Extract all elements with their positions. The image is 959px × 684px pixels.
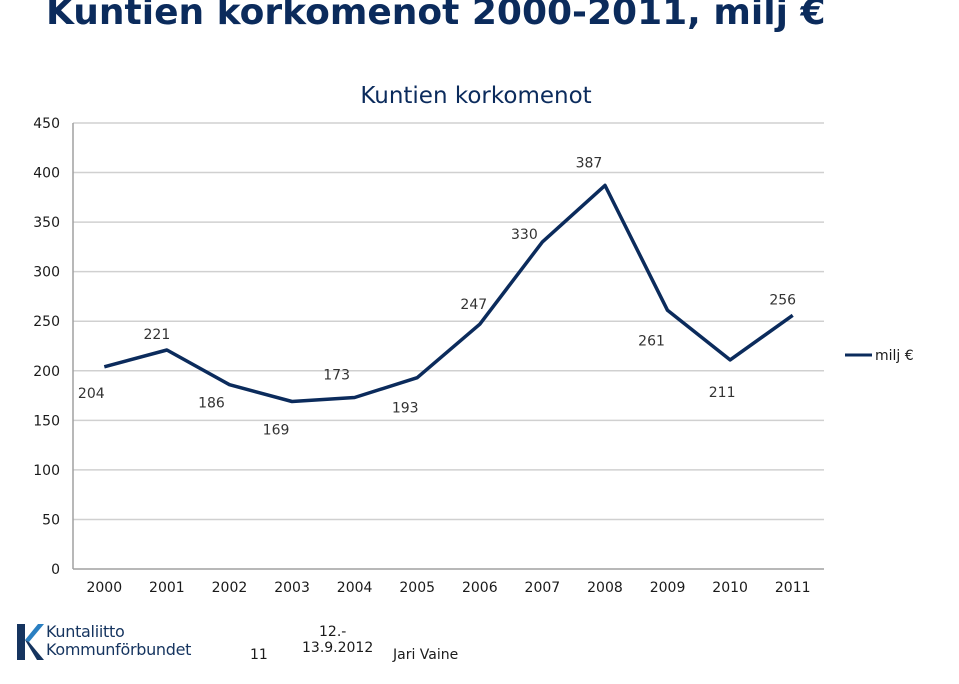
line-chart: Kuntien korkomenot 0 50 100 150 200 250 300 350… bbox=[33, 83, 914, 596]
x-tick-label: 2006 bbox=[462, 580, 498, 596]
footer-date-line1: 12.- bbox=[319, 624, 347, 640]
x-tick-label: 2001 bbox=[149, 580, 185, 596]
x-tick-label: 2003 bbox=[274, 580, 310, 596]
logo-text-kommunforbundet: Kommunförbundet bbox=[46, 640, 192, 659]
series-line bbox=[103, 183, 794, 404]
data-label: 169 bbox=[263, 423, 290, 439]
chart-title: Kuntien korkomenot bbox=[360, 83, 591, 109]
x-tick-label: 2011 bbox=[775, 580, 811, 596]
x-tick-label: 2004 bbox=[337, 580, 373, 596]
page-number: 11 bbox=[250, 647, 268, 663]
data-label: 173 bbox=[323, 368, 350, 384]
y-tick-label: 450 bbox=[33, 116, 60, 132]
logo-text-kuntaliitto: Kuntaliitto bbox=[46, 622, 125, 641]
data-label: 256 bbox=[769, 292, 796, 308]
logo-mark-icon bbox=[17, 624, 44, 660]
y-tick-label: 250 bbox=[33, 314, 60, 330]
x-tick-label: 2000 bbox=[86, 580, 122, 596]
x-tick-label: 2009 bbox=[650, 580, 686, 596]
data-label: 193 bbox=[392, 401, 419, 417]
y-tick-label: 100 bbox=[33, 463, 60, 479]
data-label: 387 bbox=[576, 155, 603, 171]
y-tick-label: 200 bbox=[33, 364, 60, 380]
x-tick-label: 2008 bbox=[587, 580, 623, 596]
y-tick-label: 400 bbox=[33, 166, 60, 182]
slide-title: Kuntien korkomenot 2000-2011, milj € bbox=[46, 0, 826, 33]
data-label: 221 bbox=[144, 327, 171, 343]
y-axis-tick-labels: 0 50 100 150 200 250 300 350 400 450 bbox=[33, 116, 60, 578]
x-tick-label: 2002 bbox=[212, 580, 248, 596]
y-tick-label: 350 bbox=[33, 215, 60, 231]
gridlines bbox=[73, 122, 824, 521]
x-tick-label: 2005 bbox=[399, 580, 435, 596]
data-label: 186 bbox=[198, 396, 225, 412]
axes bbox=[72, 123, 824, 570]
data-label: 261 bbox=[638, 333, 665, 349]
legend-label: milj € bbox=[875, 348, 914, 364]
x-tick-label: 2010 bbox=[712, 580, 748, 596]
y-tick-label: 300 bbox=[33, 265, 60, 281]
x-tick-label: 2007 bbox=[525, 580, 561, 596]
data-label: 247 bbox=[460, 297, 487, 313]
footer-date-line2: 13.9.2012 bbox=[302, 640, 374, 656]
kuntaliitto-logo: Kuntaliitto Kommunförbundet bbox=[14, 620, 191, 668]
data-label: 211 bbox=[709, 385, 736, 401]
data-label: 330 bbox=[511, 227, 538, 243]
y-tick-label: 0 bbox=[51, 562, 60, 578]
legend: milj € bbox=[845, 348, 914, 364]
series bbox=[103, 183, 794, 404]
x-axis-tick-labels: 2000 2001 2002 2003 2004 2005 2006 2007 2008 2009… bbox=[86, 580, 810, 596]
data-labels: 204 221 186 169 173 193 247 330 387 261 211 256 bbox=[78, 155, 796, 438]
data-label: 204 bbox=[78, 386, 105, 402]
footer-author: Jari Vaine bbox=[393, 647, 459, 663]
y-tick-label: 50 bbox=[42, 512, 60, 528]
y-tick-label: 150 bbox=[33, 413, 60, 429]
